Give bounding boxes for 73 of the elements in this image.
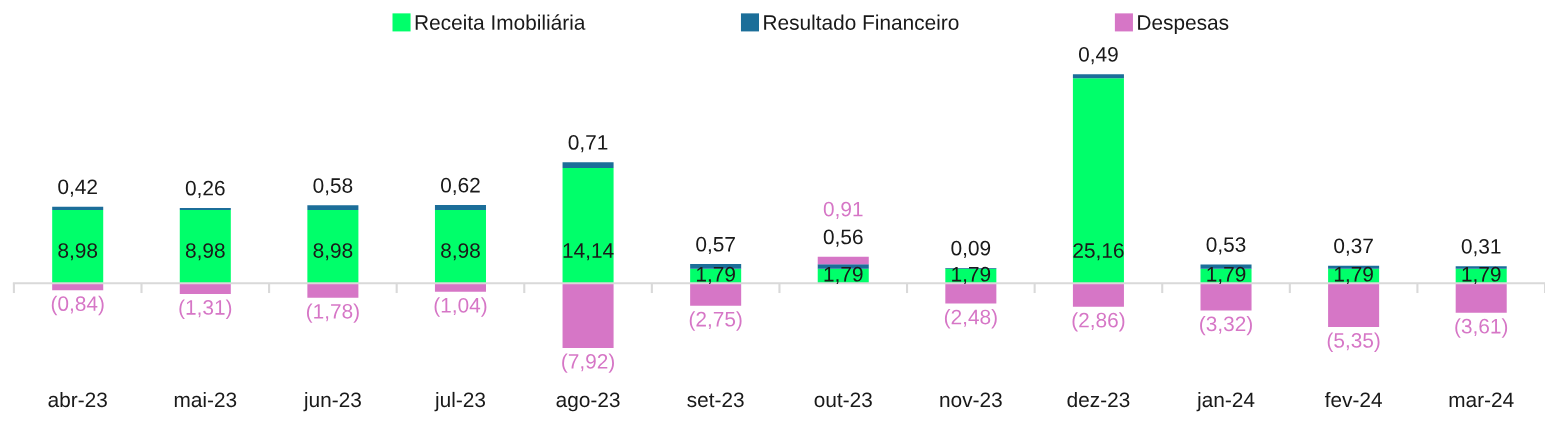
data-label: 1,79 bbox=[1334, 266, 1373, 285]
data-label: 0,62 bbox=[441, 177, 480, 196]
bar bbox=[307, 205, 359, 211]
bar bbox=[1455, 283, 1507, 313]
x-tick-label: mai-23 bbox=[174, 391, 237, 408]
bar bbox=[434, 283, 486, 292]
bar bbox=[434, 205, 486, 211]
data-label: 0,57 bbox=[696, 236, 735, 255]
data-label: 8,98 bbox=[313, 243, 353, 261]
data-label: 1,79 bbox=[952, 266, 991, 285]
bar bbox=[52, 210, 104, 284]
data-label: 1,79 bbox=[824, 266, 863, 285]
bar bbox=[1328, 283, 1380, 327]
legend-label: Resultado Financeiro bbox=[764, 14, 959, 30]
bar bbox=[179, 283, 231, 294]
data-label: 8,98 bbox=[441, 243, 480, 261]
data-label: 0,53 bbox=[1206, 237, 1246, 255]
data-label: (7,92) bbox=[562, 353, 614, 373]
data-label: 0,31 bbox=[1461, 238, 1501, 257]
data-label: 0,56 bbox=[823, 229, 863, 247]
x-tick-label: fev-24 bbox=[1324, 391, 1382, 408]
data-label: (1,31) bbox=[179, 299, 232, 319]
x-tick-label: abr-23 bbox=[48, 391, 107, 408]
data-label: (1,04) bbox=[434, 297, 487, 317]
x-tick-label: nov-23 bbox=[940, 392, 1002, 408]
data-label: (0,84) bbox=[51, 295, 104, 316]
legend-label: Receita Imobiliária bbox=[415, 14, 586, 30]
data-label: (2,75) bbox=[689, 311, 742, 331]
data-label: 1,79 bbox=[696, 266, 735, 285]
data-label: 0,37 bbox=[1334, 238, 1373, 256]
data-label: 0,71 bbox=[568, 135, 608, 153]
bar bbox=[1072, 283, 1124, 307]
data-label: (3,61) bbox=[1455, 318, 1508, 338]
data-label: (2,48) bbox=[944, 309, 997, 329]
data-label: 25,16 bbox=[1073, 243, 1124, 261]
x-tick-label: ago-23 bbox=[556, 392, 620, 412]
x-tick-label: out-23 bbox=[814, 392, 872, 408]
data-label: 0,49 bbox=[1078, 46, 1118, 65]
data-label: (3,32) bbox=[1200, 315, 1252, 336]
bar bbox=[562, 162, 614, 169]
bar bbox=[945, 283, 997, 304]
data-label: 1,79 bbox=[1207, 266, 1246, 285]
bar bbox=[434, 210, 486, 284]
data-label: (2,86) bbox=[1072, 312, 1125, 332]
x-tick-label: jul-23 bbox=[434, 391, 486, 412]
data-label: (1,78) bbox=[306, 303, 359, 323]
x-tick-label: mar-24 bbox=[1449, 392, 1514, 408]
bar bbox=[307, 210, 359, 284]
data-label: 0,91 bbox=[823, 201, 863, 219]
x-tick-label: jan-24 bbox=[1196, 391, 1255, 412]
data-label: 0,42 bbox=[58, 179, 97, 197]
bar bbox=[307, 283, 359, 298]
data-label: 0,58 bbox=[313, 178, 353, 196]
bar bbox=[562, 283, 614, 348]
x-tick-label: jun-23 bbox=[303, 391, 361, 412]
bar bbox=[179, 207, 231, 211]
data-label: 0,09 bbox=[951, 240, 991, 258]
bar bbox=[817, 256, 869, 265]
data-label: 8,98 bbox=[185, 243, 225, 261]
legend-label: Despesas bbox=[1138, 15, 1229, 34]
bar bbox=[690, 283, 742, 306]
data-label: (5,35) bbox=[1327, 332, 1380, 352]
bar bbox=[1200, 283, 1252, 311]
bar bbox=[1072, 78, 1124, 284]
bar bbox=[562, 168, 614, 284]
data-label: 0,26 bbox=[185, 180, 225, 198]
data-label: 14,14 bbox=[563, 243, 614, 261]
bar bbox=[179, 210, 231, 284]
x-tick-label: set-23 bbox=[687, 392, 744, 408]
x-tick-label: dez-23 bbox=[1067, 391, 1130, 408]
data-label: 8,98 bbox=[58, 243, 98, 261]
data-label: 1,79 bbox=[1462, 266, 1501, 285]
bar bbox=[1072, 74, 1124, 79]
